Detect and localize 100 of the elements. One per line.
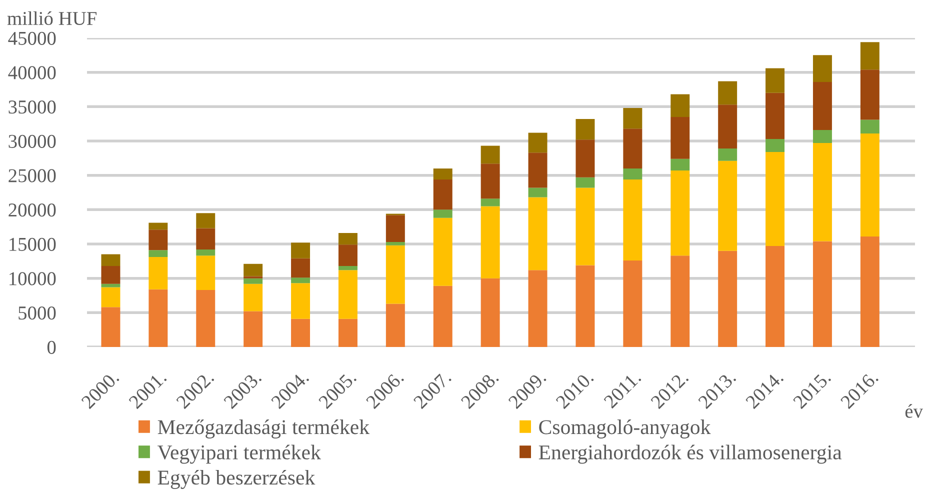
bar <box>623 108 642 129</box>
bar <box>244 264 263 276</box>
bar <box>812 241 832 347</box>
bar <box>766 246 785 347</box>
bar <box>766 152 785 246</box>
bar <box>386 215 405 242</box>
bar <box>718 160 738 251</box>
bar <box>386 304 405 347</box>
bar <box>480 206 500 278</box>
legend-label: Vegyipari termékek <box>157 444 321 464</box>
bar <box>196 249 216 256</box>
legend-label: Csomagoló-anyagok <box>539 420 711 438</box>
y-axis-title: millió HUF <box>7 11 97 26</box>
y-tick-label: 5000 <box>18 306 56 320</box>
bar <box>101 254 120 266</box>
bar <box>101 284 120 288</box>
y-tick-label: 30000 <box>8 134 56 148</box>
bar <box>528 197 548 270</box>
bar <box>576 140 595 178</box>
y-tick-label: 40000 <box>8 66 56 80</box>
bar <box>244 311 263 347</box>
bar <box>148 289 168 347</box>
bar <box>244 278 263 284</box>
bar <box>718 250 738 347</box>
bar <box>860 133 880 236</box>
bar <box>670 116 690 159</box>
bar <box>860 70 880 120</box>
bar <box>196 256 216 290</box>
bar <box>623 260 642 347</box>
bar <box>670 170 690 256</box>
x-axis-title: év <box>905 404 923 418</box>
bar <box>291 242 310 258</box>
bar <box>670 158 690 171</box>
bar <box>338 318 358 347</box>
bar <box>433 179 452 210</box>
bar <box>623 168 642 180</box>
bar <box>433 168 452 180</box>
bar <box>148 257 168 290</box>
y-tick-label: 25000 <box>8 169 56 182</box>
y-tick-label: 35000 <box>8 100 56 114</box>
bar <box>196 213 216 228</box>
bar <box>338 266 358 270</box>
bar <box>718 81 738 105</box>
bar <box>528 270 548 347</box>
bar <box>576 177 595 188</box>
bar <box>386 242 405 246</box>
bar <box>766 92 785 139</box>
bar <box>101 287 120 308</box>
bar <box>766 138 785 152</box>
bar <box>291 318 310 347</box>
bar <box>433 218 452 286</box>
y-tick-label: 45000 <box>8 32 56 45</box>
bar <box>433 286 452 347</box>
bar <box>244 284 263 312</box>
bar <box>718 104 738 149</box>
legend-label: Mezőgazdasági termékek <box>158 420 370 438</box>
bar <box>480 146 500 164</box>
y-tick-label: 10000 <box>10 272 56 286</box>
legend-label: Egyéb beszerzések <box>158 470 316 489</box>
bar <box>338 233 358 245</box>
bar <box>623 128 642 168</box>
x-tick-label: 2011. <box>603 370 642 409</box>
bar <box>291 278 310 284</box>
bar <box>528 152 548 188</box>
bar <box>291 258 310 278</box>
y-tick-label: 15000 <box>10 238 56 251</box>
bar <box>766 68 785 93</box>
bar <box>148 222 168 230</box>
legend-label: Energiahordozók és villamosenergia <box>538 444 842 464</box>
bar <box>670 94 690 117</box>
bar <box>623 179 642 260</box>
bar <box>480 278 500 347</box>
bar <box>480 164 500 199</box>
bar <box>860 120 880 134</box>
bar <box>718 148 738 161</box>
bar <box>338 270 358 319</box>
bar <box>196 228 216 250</box>
bar <box>812 130 832 144</box>
bar <box>338 244 358 266</box>
bar <box>528 132 548 153</box>
bar <box>528 188 548 198</box>
bar <box>196 290 216 347</box>
bar <box>860 236 880 347</box>
bar <box>576 265 595 347</box>
y-tick-label: 0 <box>47 340 56 354</box>
bar <box>670 256 690 347</box>
bar <box>101 266 120 284</box>
bar <box>433 210 452 218</box>
y-tick-label: 20000 <box>8 203 56 217</box>
bar <box>812 143 832 242</box>
bar <box>386 245 405 304</box>
bar <box>480 198 500 206</box>
bar <box>148 250 168 258</box>
bar <box>101 307 120 347</box>
bar <box>576 119 595 140</box>
bar <box>812 55 832 82</box>
bar <box>291 283 310 319</box>
bar <box>812 82 832 130</box>
bar <box>576 188 595 266</box>
bar <box>148 230 168 250</box>
